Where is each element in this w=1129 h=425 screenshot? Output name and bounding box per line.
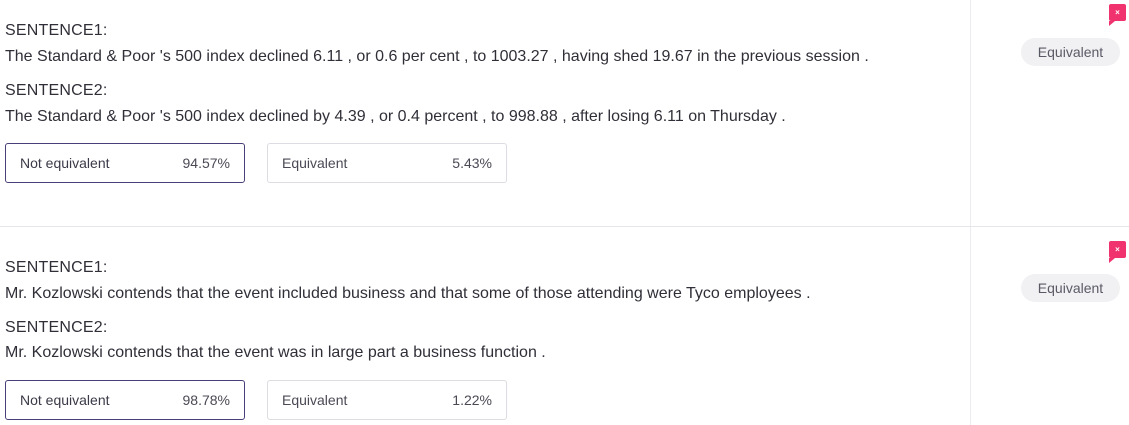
example-content: SENTENCE1: The Standard & Poor 's 500 in… bbox=[0, 0, 970, 226]
choice-label: Not equivalent bbox=[20, 392, 110, 408]
choice-label: Not equivalent bbox=[20, 155, 110, 171]
sentence1-text: Mr. Kozlowski contends that the event in… bbox=[5, 285, 811, 302]
flag-x-icon[interactable]: × bbox=[1109, 241, 1126, 263]
choice-equivalent[interactable]: Equivalent 1.22% bbox=[267, 380, 507, 420]
gold-label-tag: Equivalent bbox=[1021, 38, 1120, 66]
example-sidebar: × Equivalent bbox=[970, 227, 1129, 425]
choice-not-equivalent[interactable]: Not equivalent 98.78% bbox=[5, 380, 245, 420]
example-sidebar: × Equivalent bbox=[970, 0, 1129, 226]
sentence2-text: Mr. Kozlowski contends that the event wa… bbox=[5, 344, 546, 361]
example-content: SENTENCE1: Mr. Kozlowski contends that t… bbox=[0, 227, 970, 425]
choice-score: 98.78% bbox=[182, 392, 230, 408]
gold-label-tag: Equivalent bbox=[1021, 274, 1120, 302]
example-row: SENTENCE1: The Standard & Poor 's 500 in… bbox=[0, 0, 1129, 227]
sentence2-label: SENTENCE2: bbox=[5, 82, 108, 99]
sentence1-text: The Standard & Poor 's 500 index decline… bbox=[5, 48, 869, 65]
choice-not-equivalent[interactable]: Not equivalent 94.57% bbox=[5, 143, 245, 183]
choice-label: Equivalent bbox=[282, 155, 348, 171]
choice-label: Equivalent bbox=[282, 392, 348, 408]
sentence2-label: SENTENCE2: bbox=[5, 319, 108, 336]
sentence2-text: The Standard & Poor 's 500 index decline… bbox=[5, 108, 786, 125]
flag-x-icon[interactable]: × bbox=[1109, 4, 1126, 26]
choice-score: 94.57% bbox=[182, 155, 230, 171]
example-row: SENTENCE1: Mr. Kozlowski contends that t… bbox=[0, 227, 1129, 425]
sentence1-label: SENTENCE1: bbox=[5, 259, 108, 276]
choice-score: 1.22% bbox=[452, 392, 492, 408]
choice-equivalent[interactable]: Equivalent 5.43% bbox=[267, 143, 507, 183]
choice-score: 5.43% bbox=[452, 155, 492, 171]
sentence1-label: SENTENCE1: bbox=[5, 22, 108, 39]
